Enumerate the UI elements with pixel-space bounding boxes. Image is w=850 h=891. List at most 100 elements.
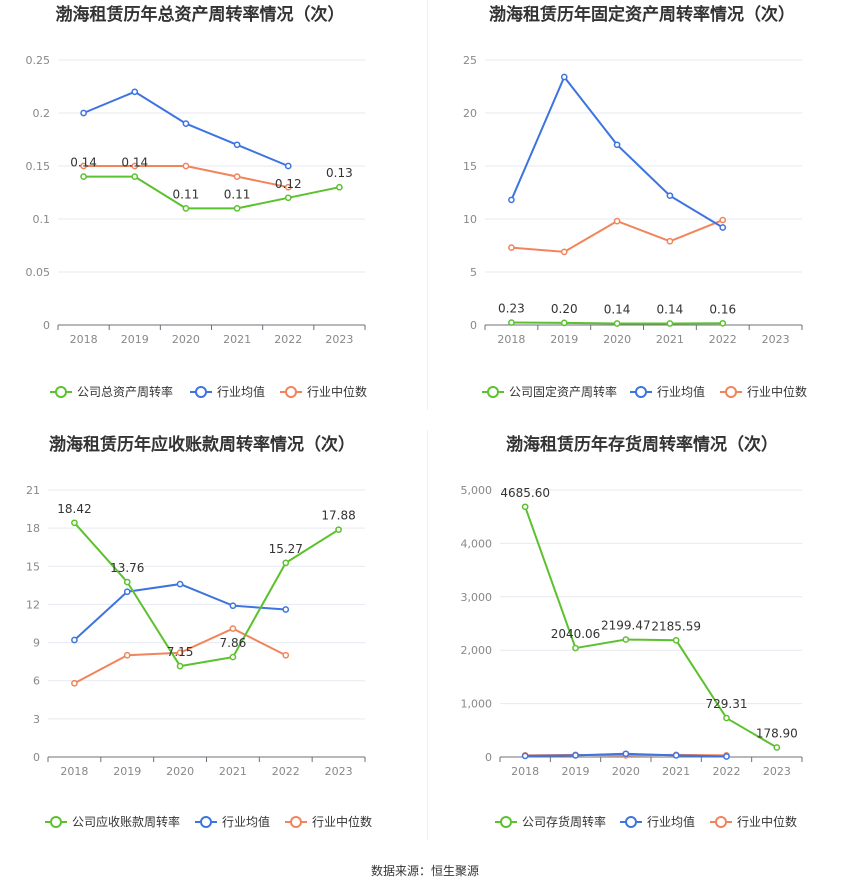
data-point-company [521,503,529,511]
x-tick-label: 2020 [166,765,194,778]
data-label: 2199.47 [601,619,651,633]
x-tick-label: 2018 [70,333,98,346]
data-point-median [613,217,621,225]
x-tick-label: 2022 [713,765,741,778]
x-tick-label: 2023 [762,333,790,346]
data-point-median [131,162,139,170]
legend-label-company: 公司固定资产周转率 [509,384,617,399]
data-point-avg [282,606,290,613]
data-point-company [719,319,727,327]
chart-panel-fixed-asset-turnover: 渤海租赁历年固定资产周转率情况（次） 0 5 10 15 20 25 2018 2019 2020… [430,0,850,415]
data-label: 7.86 [220,636,247,650]
data-label: 17.88 [321,509,355,523]
data-label: 0.12 [275,177,302,191]
data-point-company [229,653,237,661]
data-point-company [282,559,290,567]
chart-receivable-turnover: 渤海租赁历年应收账款周转率情况（次） 0 3 6 9 12 15 18 21 2018 2019 20… [26,434,372,829]
panel-divider-top [427,0,428,410]
chart-title: 渤海租赁历年总资产周转率情况（次） [56,4,345,25]
data-point-avg [508,196,515,204]
data-point-company [560,319,568,327]
legend-label-avg: 行业均值 [217,384,265,399]
x-tick-label: 2018 [511,765,539,778]
series-line-company [524,506,778,749]
legend-marker-avg [625,816,637,828]
legend-marker-company [487,386,499,398]
x-tick-label: 2021 [223,333,251,346]
data-label: 7.15 [167,645,194,659]
series-line-company [83,175,340,210]
y-tick-label: 0.05 [26,266,51,279]
data-point-avg [723,753,730,760]
legend-marker-median [715,816,727,828]
data-point-avg [560,73,568,81]
y-tick-label: 5 [470,266,477,279]
y-tick-label: 21 [26,484,40,497]
data-point-median [282,651,290,659]
legend-label-company: 公司总资产周转率 [77,384,173,399]
legend-marker-median [285,386,297,398]
y-tick-label: 2,000 [461,644,493,657]
data-label: 729.31 [706,697,748,711]
x-tick-label: 2021 [219,765,247,778]
panel-divider-bottom [427,430,428,840]
y-tick-label: 0 [485,751,492,764]
chart-panel-receivable-turnover: 渤海租赁历年应收账款周转率情况（次） 0 3 6 9 12 15 18 21 2018 2019 20… [0,430,425,850]
y-tick-label: 0.1 [33,213,51,226]
data-point-company [176,662,184,670]
legend-marker-company [500,816,512,828]
data-point-company [572,644,579,652]
data-point-company [233,205,241,212]
y-tick-label: 15 [463,160,477,173]
data-label: 0.14 [604,303,631,317]
chart-title: 渤海租赁历年存货周转率情况（次） [506,434,778,455]
data-point-median [123,651,131,659]
y-tick-label: 12 [26,598,40,611]
x-tick-label: 2018 [60,765,88,778]
data-point-avg [622,750,630,758]
data-point-avg [284,162,292,170]
y-tick-label: 1,000 [461,698,493,711]
data-point-avg [123,588,131,596]
data-label: 0.11 [173,187,200,201]
chart-fixed-asset-turnover: 渤海租赁历年固定资产周转率情况（次） 0 5 10 15 20 25 2018 2019 2020… [463,4,807,399]
x-tick-label: 2022 [274,333,302,346]
series-line-median [511,219,724,253]
data-point-median [80,162,87,170]
legend-marker-avg [635,386,647,398]
y-tick-label: 3 [33,713,40,726]
data-point-company [335,526,342,534]
x-tick-label: 2021 [662,765,690,778]
y-tick-label: 0.2 [33,107,51,120]
legend-label-avg: 行业均值 [657,384,705,399]
data-point-company [773,744,781,751]
data-label: 2185.59 [651,619,701,633]
y-tick-label: 4,000 [461,537,493,550]
data-label: 2040.06 [551,627,601,641]
data-point-company [613,320,621,327]
data-label: 0.23 [498,302,525,316]
y-tick-label: 18 [26,522,40,535]
data-source-note: 数据来源：恒生聚源 [370,864,479,878]
data-point-avg [71,636,78,644]
legend-label-median: 行业中位数 [737,814,797,829]
data-point-company [182,205,190,212]
data-point-company [666,320,674,327]
x-tick-label: 2023 [763,765,791,778]
data-label: 15.27 [269,542,303,556]
data-label: 13.76 [110,561,144,575]
data-point-median [508,244,515,251]
legend-marker-company [55,386,67,398]
data-point-avg [521,752,529,760]
x-tick-label: 2023 [325,333,353,346]
data-label: 0.14 [657,303,684,317]
data-point-median [719,216,727,224]
legend-label-company: 公司应收账款周转率 [72,814,180,829]
data-point-median [666,237,674,245]
data-point-company [336,183,343,191]
data-point-avg [666,192,674,200]
data-point-median [284,183,292,191]
series-line-avg [510,75,724,229]
y-tick-label: 25 [463,54,477,67]
data-point-company [672,636,680,644]
